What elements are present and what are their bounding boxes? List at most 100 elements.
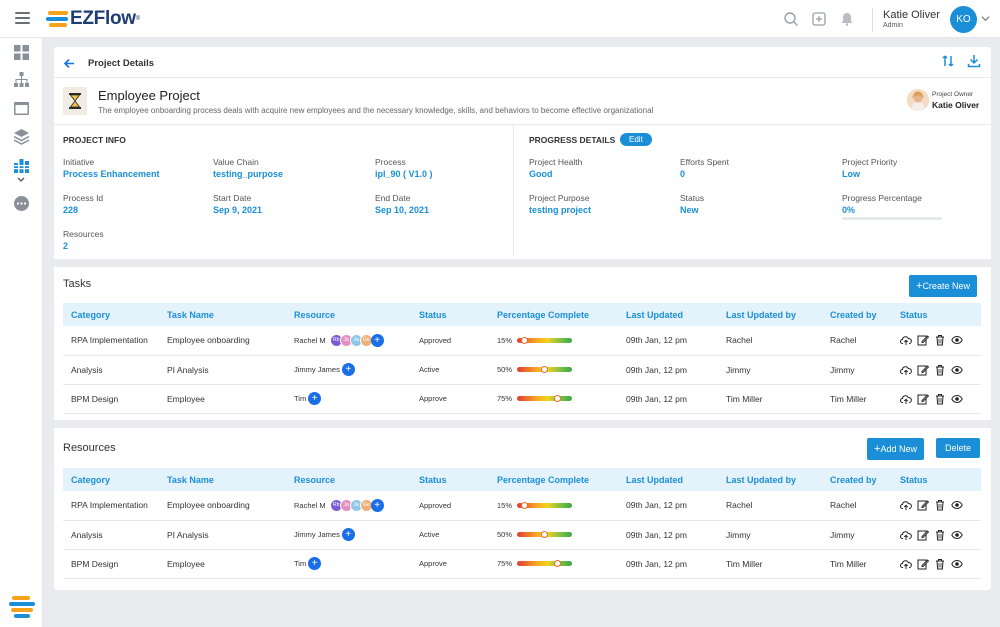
trash-icon[interactable] (934, 334, 946, 346)
edit-button[interactable]: Edit (620, 133, 652, 146)
add-new-button[interactable]: +Add New (867, 438, 924, 460)
edit-icon[interactable] (917, 499, 929, 511)
tasks-table: Category Task Name Resource Status Percentag… (63, 303, 981, 414)
table-row[interactable]: Analysis PI Analysis Jimmy James + Active… (63, 355, 981, 385)
percentage-bar (517, 531, 573, 538)
cloud-upload-icon[interactable] (900, 334, 912, 346)
trash-icon[interactable] (934, 529, 946, 541)
edit-icon[interactable] (917, 393, 929, 405)
edit-icon[interactable] (917, 334, 929, 346)
hierarchy-icon[interactable] (13, 71, 30, 88)
resource-cell: Jimmy James + (286, 520, 411, 550)
table-row[interactable]: Analysis PI Analysis Jimmy James + Active… (63, 520, 981, 550)
percentage-bar (517, 336, 573, 344)
status-cell: Approve (411, 384, 489, 414)
start-date-label: Start Date (213, 193, 252, 203)
percentage-bar (517, 560, 573, 567)
chevron-down-icon[interactable] (981, 14, 990, 23)
page-title: Project Details (88, 58, 154, 69)
add-resource-icon[interactable]: + (370, 498, 384, 512)
search-icon[interactable] (783, 11, 799, 27)
column-header[interactable]: Status (411, 468, 489, 491)
column-header[interactable]: Status (892, 303, 981, 326)
end-date-value: Sep 10, 2021 (375, 205, 430, 215)
create-new-button[interactable]: +Create New (909, 275, 977, 297)
transfer-icon[interactable] (941, 54, 955, 68)
value-chain-label: Value Chain (213, 157, 259, 167)
add-resource-icon[interactable]: + (341, 528, 355, 541)
trash-icon[interactable] (934, 499, 946, 511)
menu-icon[interactable] (15, 12, 30, 24)
add-box-icon[interactable] (811, 11, 827, 27)
column-header[interactable]: Created by (822, 303, 892, 326)
divider (54, 124, 991, 125)
section-gap (54, 420, 991, 428)
view-icon[interactable] (951, 558, 963, 570)
status-label: Status (680, 193, 705, 203)
projects-icon[interactable] (13, 157, 30, 174)
edit-icon[interactable] (917, 558, 929, 570)
brand-mark-icon[interactable] (9, 595, 35, 619)
dashboard-icon[interactable] (13, 44, 30, 61)
cloud-upload-icon[interactable] (900, 529, 912, 541)
owner-name: Katie Oliver (932, 100, 980, 110)
column-header[interactable]: Status (411, 303, 489, 326)
column-header[interactable]: Last Updated (618, 303, 718, 326)
view-icon[interactable] (951, 499, 963, 511)
trash-icon[interactable] (934, 364, 946, 376)
add-resource-icon[interactable]: + (308, 392, 322, 405)
app-logo[interactable]: EZFlow ® (46, 8, 140, 30)
last-updated-by-cell: Rachel (718, 491, 822, 521)
more-icon[interactable] (13, 195, 30, 212)
add-resource-icon[interactable]: + (341, 363, 355, 376)
chevron-down-icon[interactable] (17, 177, 25, 183)
column-header[interactable]: Category (63, 468, 159, 491)
view-icon[interactable] (951, 364, 963, 376)
user-info[interactable]: Katie Oliver Admin (872, 8, 940, 32)
view-icon[interactable] (951, 393, 963, 405)
window-icon[interactable] (13, 100, 30, 117)
add-resource-icon[interactable]: + (308, 557, 322, 570)
back-arrow-icon[interactable] (63, 57, 76, 70)
column-header[interactable]: Percentage Complete (489, 303, 618, 326)
download-icon[interactable] (967, 54, 981, 68)
user-avatar[interactable]: KO (950, 6, 977, 33)
column-header[interactable]: Task Name (159, 303, 286, 326)
column-header[interactable]: Percentage Complete (489, 468, 618, 491)
column-header[interactable]: Resource (286, 468, 411, 491)
trash-icon[interactable] (934, 393, 946, 405)
resource-avatar[interactable]: Ja (339, 333, 353, 347)
column-header[interactable]: Status (892, 468, 981, 491)
column-header[interactable]: Resource (286, 303, 411, 326)
task-name-cell: Employee onboarding (159, 326, 286, 356)
table-row[interactable]: RPA Implementation Employee onboarding R… (63, 326, 981, 356)
view-icon[interactable] (951, 529, 963, 541)
view-icon[interactable] (951, 334, 963, 346)
cloud-upload-icon[interactable] (900, 499, 912, 511)
progress-details-title: PROGRESS DETAILS (529, 135, 616, 145)
layers-icon[interactable] (13, 128, 30, 145)
column-header[interactable]: Task Name (159, 468, 286, 491)
column-header[interactable]: Last Updated by (718, 468, 822, 491)
add-resource-icon[interactable]: + (370, 333, 384, 347)
column-header[interactable]: Last Updated by (718, 303, 822, 326)
column-header[interactable]: Last Updated (618, 468, 718, 491)
status-cell: Approve (411, 549, 489, 579)
cloud-upload-icon[interactable] (900, 364, 912, 376)
table-row[interactable]: RPA Implementation Employee onboarding R… (63, 491, 981, 521)
percentage-cell: 75% (489, 384, 618, 414)
table-row[interactable]: BPM Design Employee Tim + Approve 75% 09t… (63, 384, 981, 414)
edit-icon[interactable] (917, 529, 929, 541)
delete-button[interactable]: Delete (936, 438, 981, 458)
column-header[interactable]: Category (63, 303, 159, 326)
percentage-bar (517, 395, 573, 402)
resource-name: Tim (294, 394, 307, 403)
column-header[interactable]: Created by (822, 468, 892, 491)
cloud-upload-icon[interactable] (900, 558, 912, 570)
cloud-upload-icon[interactable] (900, 393, 912, 405)
bell-icon[interactable] (839, 11, 855, 27)
trash-icon[interactable] (934, 558, 946, 570)
table-row[interactable]: BPM Design Employee Tim + Approve 75% 09t… (63, 549, 981, 579)
resource-avatar[interactable]: Ja (349, 498, 363, 512)
edit-icon[interactable] (917, 364, 929, 376)
